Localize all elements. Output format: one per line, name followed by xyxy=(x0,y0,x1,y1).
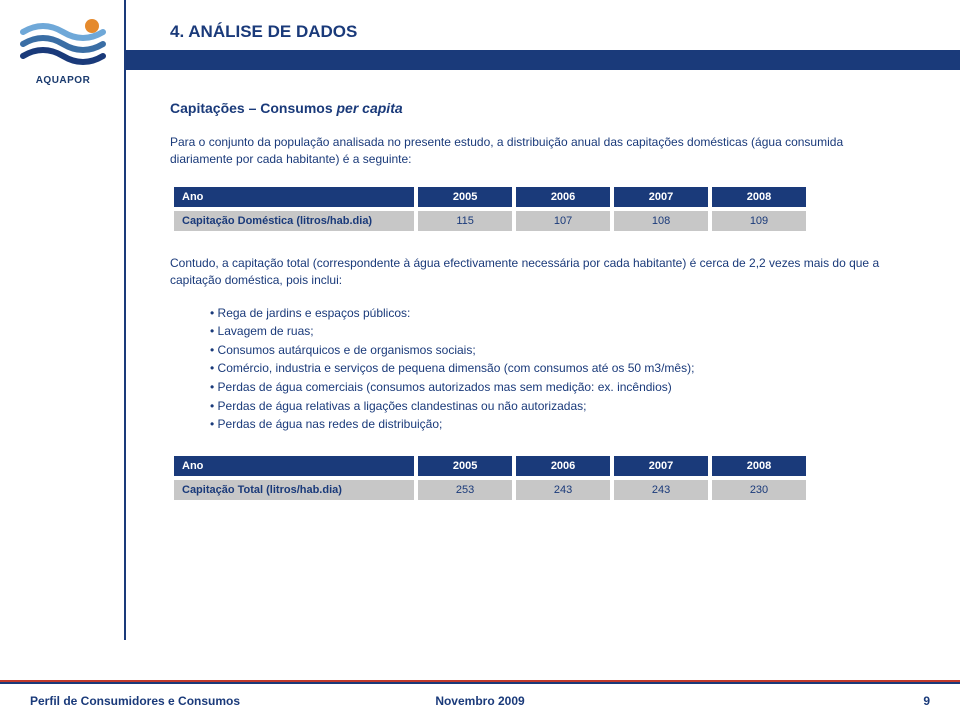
value-cell: 230 xyxy=(712,480,806,500)
year-cell: 2006 xyxy=(516,456,610,476)
list-item: Lavagem de ruas; xyxy=(210,322,890,341)
value-cell: 243 xyxy=(614,480,708,500)
section-title: 4. ANÁLISE DE DADOS xyxy=(170,22,357,42)
table-total-captation: Ano 2005 2006 2007 2008 Capitação Total … xyxy=(170,452,810,504)
year-cell: 2007 xyxy=(614,456,708,476)
year-cell: 2006 xyxy=(516,187,610,207)
table-header-label: Ano xyxy=(174,187,414,207)
row-label: Capitação Total (litros/hab.dia) xyxy=(174,480,414,500)
section-underline-bar xyxy=(126,50,960,70)
table-data-row: Capitação Total (litros/hab.dia) 253 243… xyxy=(174,480,806,500)
value-cell: 115 xyxy=(418,211,512,231)
value-cell: 243 xyxy=(516,480,610,500)
table-data-row: Capitação Doméstica (litros/hab.dia) 115… xyxy=(174,211,806,231)
bullet-list: Rega de jardins e espaços públicos: Lava… xyxy=(210,304,890,434)
brand-name: AQUAPOR xyxy=(18,75,108,86)
row-label: Capitação Doméstica (litros/hab.dia) xyxy=(174,211,414,231)
year-cell: 2008 xyxy=(712,456,806,476)
list-item: Comércio, industria e serviços de pequen… xyxy=(210,359,890,378)
list-item: Perdas de água comerciais (consumos auto… xyxy=(210,378,890,397)
table-header-row: Ano 2005 2006 2007 2008 xyxy=(174,456,806,476)
value-cell: 108 xyxy=(614,211,708,231)
intro-paragraph-2: Contudo, a capitação total (corresponden… xyxy=(170,255,890,290)
year-cell: 2007 xyxy=(614,187,708,207)
year-cell: 2005 xyxy=(418,187,512,207)
table-header-row: Ano 2005 2006 2007 2008 xyxy=(174,187,806,207)
year-cell: 2008 xyxy=(712,187,806,207)
footer-page-number: 9 xyxy=(923,694,930,708)
footer-rule-blue xyxy=(0,682,960,684)
subtitle: Capitações – Consumos per capita xyxy=(170,100,890,116)
page-footer: Perfil de Consumidores e Consumos Novemb… xyxy=(30,694,930,708)
aquapor-waves-icon xyxy=(18,18,108,68)
value-cell: 253 xyxy=(418,480,512,500)
main-content: Capitações – Consumos per capita Para o … xyxy=(170,100,890,524)
year-cell: 2005 xyxy=(418,456,512,476)
subtitle-italic: per capita xyxy=(337,100,403,116)
subtitle-prefix: Capitações – Consumos xyxy=(170,100,337,116)
intro-paragraph-1: Para o conjunto da população analisada n… xyxy=(170,134,890,169)
value-cell: 107 xyxy=(516,211,610,231)
list-item: Perdas de água relativas a ligações clan… xyxy=(210,397,890,416)
footer-center: Novembro 2009 xyxy=(435,694,524,708)
value-cell: 109 xyxy=(712,211,806,231)
table-header-label: Ano xyxy=(174,456,414,476)
list-item: Consumos autárquicos e de organismos soc… xyxy=(210,341,890,360)
vertical-divider xyxy=(124,0,126,640)
list-item: Perdas de água nas redes de distribuição… xyxy=(210,415,890,434)
brand-logo: AQUAPOR xyxy=(18,18,108,86)
table-domestic-captation: Ano 2005 2006 2007 2008 Capitação Domést… xyxy=(170,183,810,235)
list-item: Rega de jardins e espaços públicos: xyxy=(210,304,890,323)
footer-left: Perfil de Consumidores e Consumos xyxy=(30,694,240,708)
